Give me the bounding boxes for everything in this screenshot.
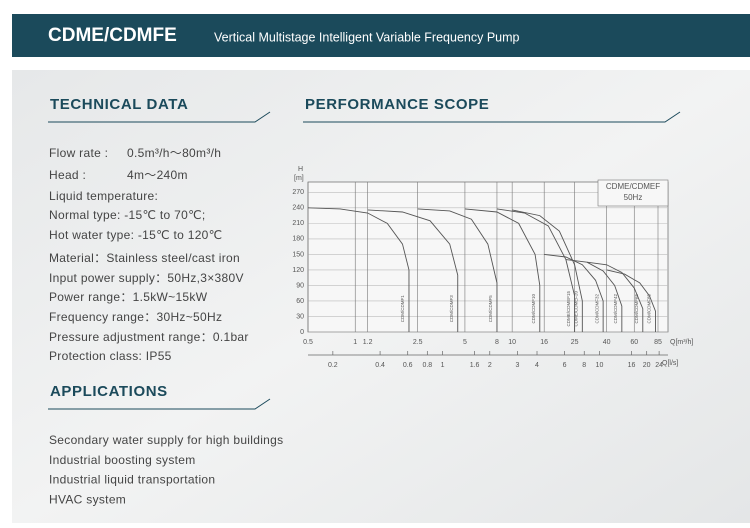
x2-tick-label: 2 [488,362,492,369]
spec-line: Protection class: IP55 [49,349,172,363]
x2-tick-label: 6 [563,362,567,369]
x2-tick-label: 20 [643,362,651,369]
curve-label: CDM/CDMF5 [488,295,493,322]
curve-label: CDM/CDMF42 [613,293,618,323]
performance-curve [586,261,644,332]
performance-curve [544,253,604,332]
x2-axis-label: Q[l/s] [662,360,678,367]
x-tick-label: 25 [571,339,579,346]
x2-tick-label: 16 [628,362,636,369]
legend-box [597,179,669,207]
y-tick-label: 90 [296,282,304,289]
application-item: Industrial liquid transportation [49,473,215,487]
x-tick-label: 2.5 [413,339,423,346]
performance-curve [496,208,576,332]
performance-curve [464,208,541,332]
performance-curve [512,209,583,332]
section-heading: APPLICATIONS [50,383,168,400]
spec-lines: Liquid temperature: Normal type: -15℃ to … [49,189,249,363]
x2-tick-label: 4 [535,362,539,369]
legend-title: CDME/CDMEF [606,182,660,191]
header-bar [12,14,750,57]
x2-tick-label: 10 [596,362,604,369]
x-tick-label: 85 [654,339,662,346]
y-tick-label: 150 [292,251,304,258]
x-tick-label: 1.2 [363,339,373,346]
x2-tick-label: 0.8 [422,362,432,369]
y-tick-label: 0 [300,329,304,336]
performance-curve [307,207,410,332]
spec-value: 0.5m³/h～80m³/h [127,146,221,160]
x-tick-label: 60 [630,339,638,346]
y-tick-label: 60 [296,298,304,305]
performance-curve [565,259,623,332]
spec-value: 4m～240m [127,168,188,182]
x-tick-label: 5 [463,339,467,346]
x-axis-label: Q[m³/h] [670,339,693,346]
x2-tick-label: 24 [655,362,663,369]
spec-line: Frequency range：30Hz~50Hz [49,310,222,324]
x-tick-label: 1 [353,339,357,346]
heading-underline [48,398,271,410]
x-tick-label: 40 [603,339,611,346]
x-tick-label: 10 [508,339,516,346]
x2-tick-label: 0.2 [328,362,338,369]
curve-label: CDM/CDMF32 [594,293,599,323]
y-axis-unit: [m] [294,175,304,182]
spec-line: Liquid temperature: [49,189,158,203]
x-tick-label: 8 [495,339,499,346]
legend-subtitle: 50Hz [624,193,643,202]
x2-tick-label: 1.6 [470,362,480,369]
header-title: CDME/CDMFE [48,25,177,46]
spec-line: Power range：1.5kW~15kW [49,290,208,304]
application-item: HVAC system [49,492,126,506]
spec-line: Input power supply：50Hz,3×380V [49,271,244,285]
section-heading: PERFORMANCE SCOPE [305,96,489,113]
spec-line: Material：Stainless steel/cast iron [49,251,240,265]
heading-underline [48,111,271,123]
curve-label: CDM/CDMF3 [449,295,454,322]
application-item: Industrial boosting system [49,453,196,467]
x-tick-label: 16 [540,339,548,346]
curve-label: CDM/CDMF85 [647,293,652,323]
y-tick-label: 120 [292,267,304,274]
y-tick-label: 270 [292,189,304,196]
y-axis-label: H [298,166,303,173]
y-tick-label: 180 [292,236,304,243]
spec-line: Hot water type: -15℃ to 120℃ [49,228,222,242]
heading-underline [303,111,681,123]
y-tick-label: 30 [296,313,304,320]
spec-label: Head : [49,168,86,182]
spec-label: Flow rate : [49,146,108,160]
header-subtitle: Vertical Multistage Intelligent Variable… [214,30,520,44]
y-tick-label: 240 [292,205,304,212]
x2-tick-label: 0.6 [403,362,413,369]
x2-tick-label: 1 [441,362,445,369]
performance-curve [606,269,657,332]
curve-label: CDM/CDMF65 [634,293,639,323]
curve-label: CDM/CDMF1 [400,295,405,322]
application-list: Secondary water supply for high building… [49,433,283,506]
spec-line: Pressure adjustment range：0.1bar [49,330,249,344]
x2-tick-label: 0.4 [375,362,385,369]
spec-line: Normal type: -15℃ to 70℃; [49,208,206,222]
plot-area [307,181,669,333]
curve-label: CDME/CDMEF20 [574,290,579,326]
x2-tick-label: 8 [582,362,586,369]
performance-curve [367,209,459,332]
y-tick-label: 210 [292,220,304,227]
curve-label: CDM/CDMF10 [531,293,536,323]
x-tick-label: 0.5 [303,339,313,346]
performance-curve [417,208,498,332]
application-item: Secondary water supply for high building… [49,433,283,447]
section-heading: TECHNICAL DATA [50,96,188,113]
curve-label: CDME/CDMEF15 [566,290,571,326]
x2-tick-label: 3 [515,362,519,369]
